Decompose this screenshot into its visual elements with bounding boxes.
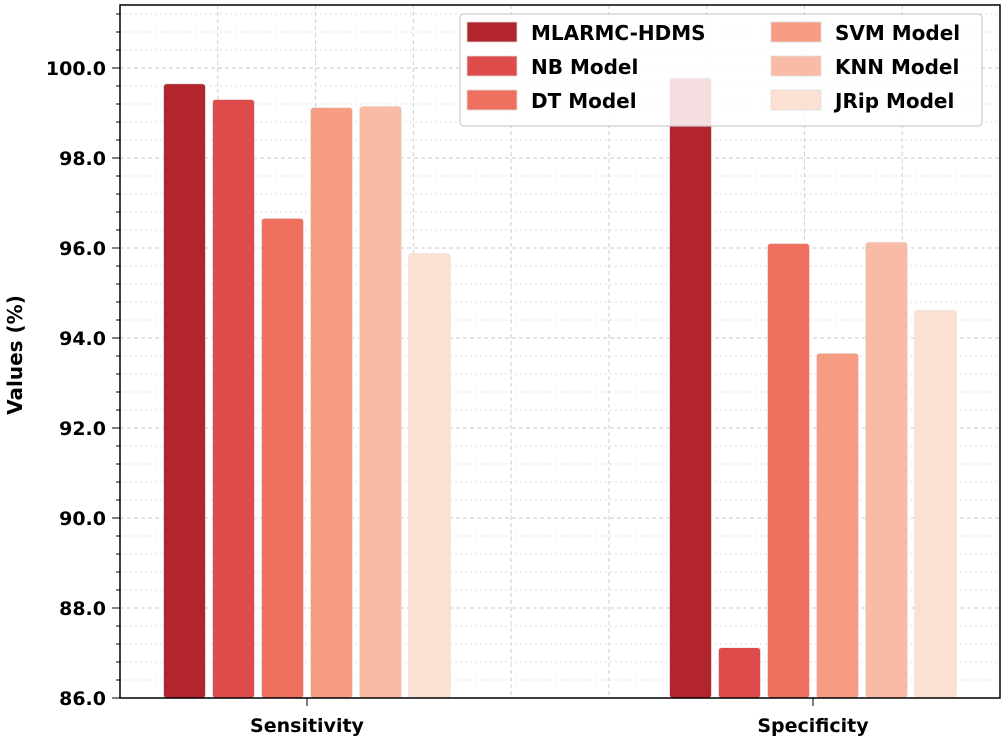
y-tick-label: 100.0 xyxy=(46,58,106,80)
bar-mlarmc-hdms-sensitivity xyxy=(163,83,206,699)
bar-mlarmc-hdms-specificity xyxy=(669,77,712,699)
axis-ticks: 86.0 88.0 90.0 92.0 94.0 96.0 98.0 100.0 Sensiti… xyxy=(46,13,869,737)
bar-knn-model-specificity xyxy=(865,241,908,699)
bar-nb-model-sensitivity xyxy=(212,99,255,699)
y-tick-label: 92.0 xyxy=(59,418,106,440)
legend-swatch xyxy=(466,21,518,43)
y-tick-label: 86.0 xyxy=(59,688,106,710)
bar-svm-model-sensitivity xyxy=(310,107,353,699)
bar-knn-model-sensitivity xyxy=(359,105,402,699)
bar-dt-model-specificity xyxy=(767,243,810,699)
bar-jrip-model-specificity xyxy=(914,309,957,699)
y-tick-label: 94.0 xyxy=(59,328,106,350)
bar-nb-model-specificity xyxy=(718,647,761,699)
legend-label: KNN Model xyxy=(835,55,959,79)
legend-label: DT Model xyxy=(531,89,637,113)
legend-label: JRip Model xyxy=(833,89,954,113)
bar-dt-model-sensitivity xyxy=(261,217,304,699)
x-tick-label: Sensitivity xyxy=(250,715,364,737)
legend-label: MLARMC-HDMS xyxy=(531,21,706,45)
legend-swatch xyxy=(770,89,822,111)
legend-swatch xyxy=(466,55,518,77)
legend-swatch xyxy=(770,21,822,43)
y-tick-label: 98.0 xyxy=(59,148,106,170)
y-tick-label: 88.0 xyxy=(59,598,106,620)
x-tick-label: Specificity xyxy=(757,715,869,737)
legend-label: NB Model xyxy=(531,55,638,79)
y-tick-label: 96.0 xyxy=(59,238,106,260)
legend-box xyxy=(459,13,983,127)
legend: MLARMC-HDMS NB Model DT Model SVM Model KNN … xyxy=(459,13,983,127)
legend-label: SVM Model xyxy=(835,21,960,45)
bar-jrip-model-sensitivity xyxy=(408,252,451,699)
plot-frame xyxy=(119,4,1001,699)
y-tick-label: 90.0 xyxy=(59,508,106,530)
bars xyxy=(163,77,957,699)
legend-swatch xyxy=(770,55,822,77)
legend-swatch xyxy=(466,89,518,111)
y-axis-label: Values (%) xyxy=(3,295,27,415)
bar-svm-model-specificity xyxy=(816,352,859,699)
